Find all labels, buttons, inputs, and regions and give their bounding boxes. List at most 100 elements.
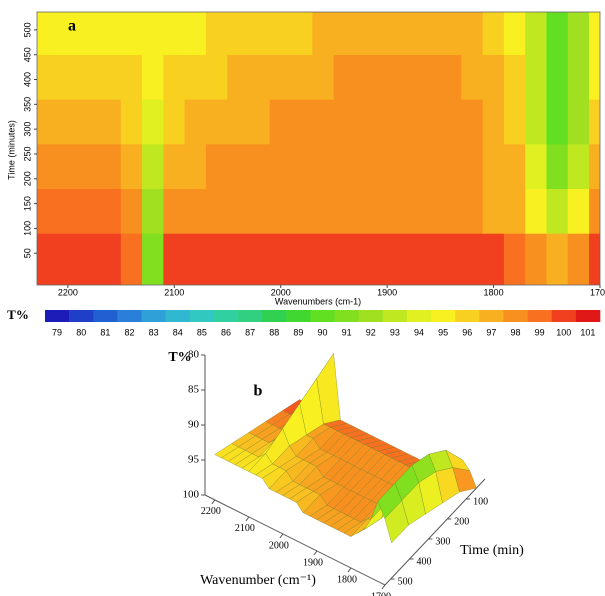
x-tick — [347, 567, 352, 573]
colorbar-tick-label: 93 — [390, 327, 400, 337]
heatmap-cell — [312, 12, 335, 55]
heatmap-cell — [227, 188, 250, 234]
x-tick — [279, 533, 284, 539]
heatmap-cell — [99, 188, 122, 234]
heatmap-cell — [291, 54, 313, 100]
colorbar-tick-label: 95 — [438, 327, 448, 337]
heatmap-cell — [248, 99, 271, 145]
heatmap-cell — [589, 233, 600, 285]
heatmap-cell — [546, 12, 569, 55]
heatmap-cell — [376, 54, 399, 100]
heatmap-cell — [312, 233, 335, 285]
colorbar-tick-label: 84 — [173, 327, 183, 337]
heatmap-cell — [78, 233, 101, 285]
heatmap-cell — [482, 143, 505, 190]
heatmap-cell — [333, 233, 356, 285]
colorbar-tick-label: 85 — [197, 327, 207, 337]
heatmap-cell — [418, 188, 441, 234]
heatmap-cell — [418, 54, 441, 100]
colorbar-tick-label: 80 — [76, 327, 86, 337]
heatmap-cell — [440, 233, 462, 285]
heatmap-cell — [397, 54, 420, 100]
heatmap-cell — [142, 143, 164, 190]
colorbar-tick-label: 89 — [293, 327, 303, 337]
x-tick — [313, 550, 318, 556]
heatmap-cell — [354, 143, 377, 190]
heatmap-cell — [205, 99, 228, 145]
colorbar-tick-label: 79 — [52, 327, 62, 337]
heatmap-cell — [503, 99, 526, 145]
heatmap-cell — [120, 188, 143, 234]
x-tick-label: 2100 — [235, 523, 255, 534]
z-tick-label: 90 — [188, 419, 200, 431]
heatmap-cell — [269, 99, 292, 145]
heatmap-cell — [78, 12, 101, 55]
panel-label: a — [68, 18, 76, 35]
heatmap-cell — [482, 233, 505, 285]
heatmap-cell — [163, 233, 186, 285]
heatmap-cell — [567, 233, 590, 285]
y-tick-label: 100 — [473, 496, 488, 507]
colorbar-cell — [334, 310, 359, 322]
heatmap-cell — [354, 188, 377, 234]
colorbar-cell — [141, 310, 166, 322]
panel-a: a Wavenumbers (cm-1) Time (minutes) T% 2… — [6, 11, 605, 337]
heatmap-cell — [56, 233, 79, 285]
colorbar-tick-label: 100 — [556, 327, 571, 337]
heatmap-cell — [56, 54, 79, 100]
colorbar-cell — [503, 310, 528, 322]
heatmap-cell — [312, 143, 335, 190]
heatmap-cell — [78, 143, 101, 190]
x-tick-label: 1700 — [371, 591, 391, 596]
heatmap-cell — [567, 54, 590, 100]
surface-patch — [384, 500, 409, 544]
heatmap-cell — [418, 12, 441, 55]
heatmap-cell — [461, 188, 484, 234]
heatmap-cell — [291, 12, 313, 55]
heatmap-cell — [482, 12, 505, 55]
heatmap-cell — [397, 143, 420, 190]
y-tick-label: 350 — [22, 97, 32, 112]
x-tick — [245, 516, 250, 522]
heatmap-cell — [269, 143, 292, 190]
heatmap-cell — [546, 233, 569, 285]
heatmap-cell — [567, 143, 590, 190]
heatmap-cell — [546, 54, 569, 100]
z-tick-label: 95 — [188, 454, 200, 466]
panel-b: T% b Wavenumber (cm⁻¹) Time (min) 80 85 90… — [168, 349, 524, 596]
x-tick-label: 2200 — [201, 506, 221, 517]
heatmap-cell — [291, 233, 313, 285]
heatmap-cell — [205, 54, 228, 100]
heatmap-cell — [163, 99, 186, 145]
heatmap-cell — [503, 12, 526, 55]
heatmap-cell — [37, 12, 58, 55]
heatmap-cell — [482, 99, 505, 145]
heatmap-cell — [440, 99, 462, 145]
heatmap-cell — [461, 99, 484, 145]
heatmap-cell — [503, 233, 526, 285]
colorbar-tick-label: 99 — [535, 327, 545, 337]
heatmap-cell — [440, 143, 462, 190]
x-tick-label: 1900 — [377, 287, 397, 297]
heatmap-cell — [461, 143, 484, 190]
heatmap-cell — [99, 12, 122, 55]
y-tick-label: 250 — [22, 146, 32, 161]
heatmap-cell — [440, 188, 462, 234]
heatmap-cell — [376, 99, 399, 145]
colorbar-cell — [262, 310, 287, 322]
heatmap-cell — [546, 99, 569, 145]
x-tick — [211, 499, 216, 505]
heatmap-cell — [184, 54, 207, 100]
colorbar-cell — [213, 310, 239, 322]
heatmap-cell — [418, 99, 441, 145]
heatmap-cell — [205, 12, 228, 55]
heatmap-cell — [525, 143, 548, 190]
heatmap-cell — [397, 99, 420, 145]
x-tick-label: 1700 — [590, 287, 605, 297]
heatmap-cell — [37, 99, 58, 145]
colorbar-tick-label: 101 — [580, 327, 595, 337]
heatmap-cell — [525, 99, 548, 145]
x-tick-label: 2000 — [269, 540, 289, 551]
colorbar-cell — [310, 310, 335, 322]
colorbar-tick-label: 92 — [366, 327, 376, 337]
